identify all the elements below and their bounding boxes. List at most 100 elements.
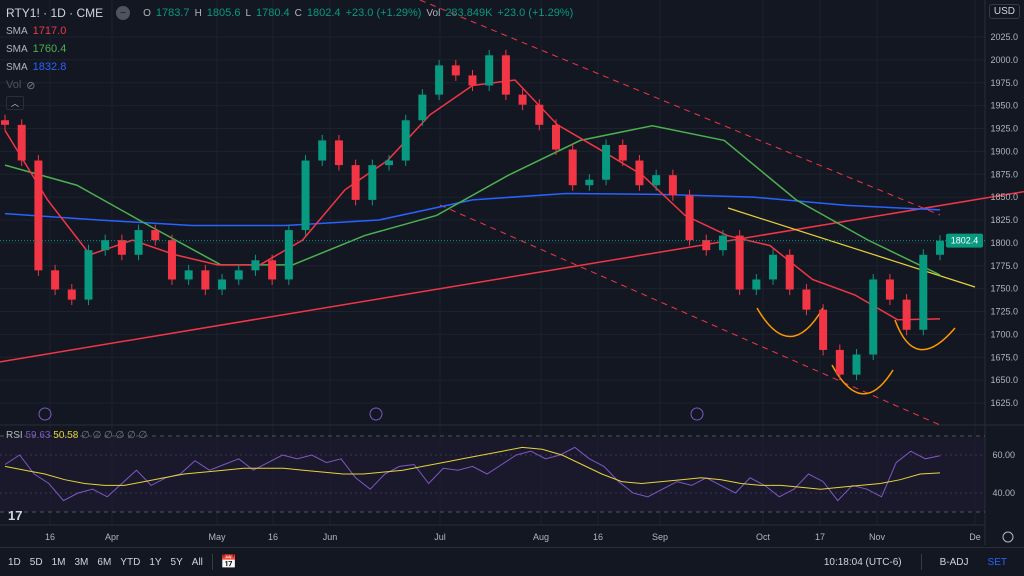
time-tick-label: May (208, 532, 226, 542)
close-value: 1802.4 (306, 7, 341, 19)
candle-body (435, 65, 444, 95)
time-tick-label: 16 (268, 532, 278, 542)
sma-blue-legend[interactable]: SMA 1832.8 (6, 61, 67, 73)
collapse-icon[interactable]: − (116, 6, 131, 20)
candle-body (902, 299, 911, 330)
adjust-button[interactable]: B-ADJ (939, 556, 969, 568)
price-tick-label: 1650.0 (990, 375, 1018, 385)
candle-body (802, 289, 811, 310)
price-tick-label: 1900.0 (990, 146, 1018, 156)
rsi-value: 59.63 (25, 430, 51, 441)
time-tick-label: Oct (756, 532, 771, 542)
support-trendline (0, 190, 1024, 363)
orange-arc (756, 307, 824, 338)
candle-body (334, 140, 343, 166)
candle-body (284, 230, 293, 280)
low-value: 1780.4 (256, 7, 290, 19)
candle-body (485, 55, 494, 86)
high-value: 1805.6 (206, 7, 241, 19)
clock[interactable]: 10:18:04 (UTC-6) (823, 556, 902, 568)
range-ytd[interactable]: YTD (120, 556, 141, 568)
candle-body (251, 260, 260, 271)
settlement-button[interactable]: SET (987, 556, 1007, 568)
bottom-toolbar: 1D 5D 1M 3M 6M YTD 1Y 5Y All 📅 10:18:04 … (0, 547, 1024, 576)
dividend-marker-icon (38, 407, 52, 421)
chevron-up-icon[interactable]: ︿ (6, 96, 24, 110)
candle-body (819, 309, 828, 350)
candle-body (301, 160, 310, 231)
open-value: 1783.7 (155, 7, 190, 19)
candle-body (685, 195, 694, 241)
time-tick-label: Aug (533, 532, 549, 542)
range-5y[interactable]: 5Y (170, 556, 183, 568)
orange-arc (831, 364, 894, 395)
candle-body (535, 104, 544, 125)
range-5d[interactable]: 5D (29, 556, 43, 568)
candle-body (134, 230, 143, 255)
range-6m[interactable]: 6M (97, 556, 112, 568)
sma-green-line (4, 124, 941, 276)
candle-body (201, 270, 210, 290)
range-1d[interactable]: 1D (8, 556, 21, 568)
candle-body (401, 120, 410, 161)
price-tick-label: 1950.0 (990, 101, 1018, 111)
candle-body (218, 279, 227, 290)
range-1m[interactable]: 1M (51, 556, 66, 568)
candle-body (869, 279, 878, 355)
sma-red-legend[interactable]: SMA 1717.0 (6, 25, 67, 37)
price-tick-label: 1850.0 (990, 192, 1018, 202)
candle-body (568, 149, 577, 186)
time-tick-label: Nov (869, 532, 886, 542)
candle-body (602, 144, 611, 180)
rsi-legend: RSI 59.63 50.58 ∅ ∅ ∅ ∅ ∅ ∅ (6, 430, 148, 441)
range-3m[interactable]: 3M (74, 556, 89, 568)
range-1y[interactable]: 1Y (149, 556, 162, 568)
candle-body (551, 124, 560, 150)
time-tick-label: 16 (593, 532, 603, 542)
candle-body (234, 270, 243, 280)
price-tick-label: 1925.0 (990, 124, 1018, 134)
divider (920, 554, 922, 570)
chart-area[interactable]: 2025.0 2000.0 1975.0 1950.0 1925.0 1900.0 1875… (0, 0, 1024, 545)
candle-body (67, 289, 76, 300)
rsi-ma-line (4, 446, 941, 490)
price-tick-label: 1775.0 (990, 261, 1018, 271)
candle-body (468, 75, 477, 86)
price-tick-label: 1825.0 (990, 215, 1018, 225)
channel-upper-line (419, 0, 941, 216)
dividend-marker-icon (369, 407, 383, 421)
candle-body (151, 230, 160, 241)
dividend-marker-icon (690, 407, 704, 421)
candle-body (585, 179, 594, 186)
last-price-label: 1802.4 (951, 236, 979, 246)
candle-body (769, 254, 778, 280)
candle-body (117, 240, 126, 255)
sma-green-legend[interactable]: SMA 1760.4 (6, 43, 67, 55)
volume-legend[interactable]: Vol ⊘ (6, 79, 36, 92)
rsi-ma-value: 50.58 (53, 430, 79, 441)
candle-body (268, 260, 277, 280)
change-value: +23.0 (+1.29%) (345, 7, 422, 19)
candle-body (635, 160, 644, 186)
volume-change: +23.0 (+1.29%) (497, 7, 574, 19)
candle-body (735, 235, 744, 290)
candle-body (418, 94, 427, 121)
calendar-goto-icon[interactable]: 📅 (220, 554, 238, 569)
chart-canvas[interactable]: 2025.0 2000.0 1975.0 1950.0 1925.0 1900.0 1875… (0, 0, 1024, 545)
time-tick-label: Jul (434, 532, 446, 542)
price-tick-label: 1800.0 (990, 238, 1018, 248)
rsi-tick-label: 40.00 (992, 488, 1015, 498)
candle-body (718, 235, 727, 251)
time-tick-label: Sep (652, 532, 668, 542)
range-all[interactable]: All (191, 556, 203, 568)
eye-hidden-icon[interactable]: ⊘ (26, 79, 36, 92)
currency-button[interactable]: USD (988, 4, 1020, 19)
orange-arc (894, 319, 956, 351)
candle-body (501, 55, 510, 95)
price-tick-label: 2000.0 (990, 55, 1018, 65)
candle-body (752, 279, 761, 290)
candle-body (835, 349, 844, 375)
price-tick-label: 1675.0 (990, 352, 1018, 362)
symbol-title[interactable]: RTY1! · 1D · CME (6, 6, 104, 20)
candle-body (368, 165, 377, 200)
